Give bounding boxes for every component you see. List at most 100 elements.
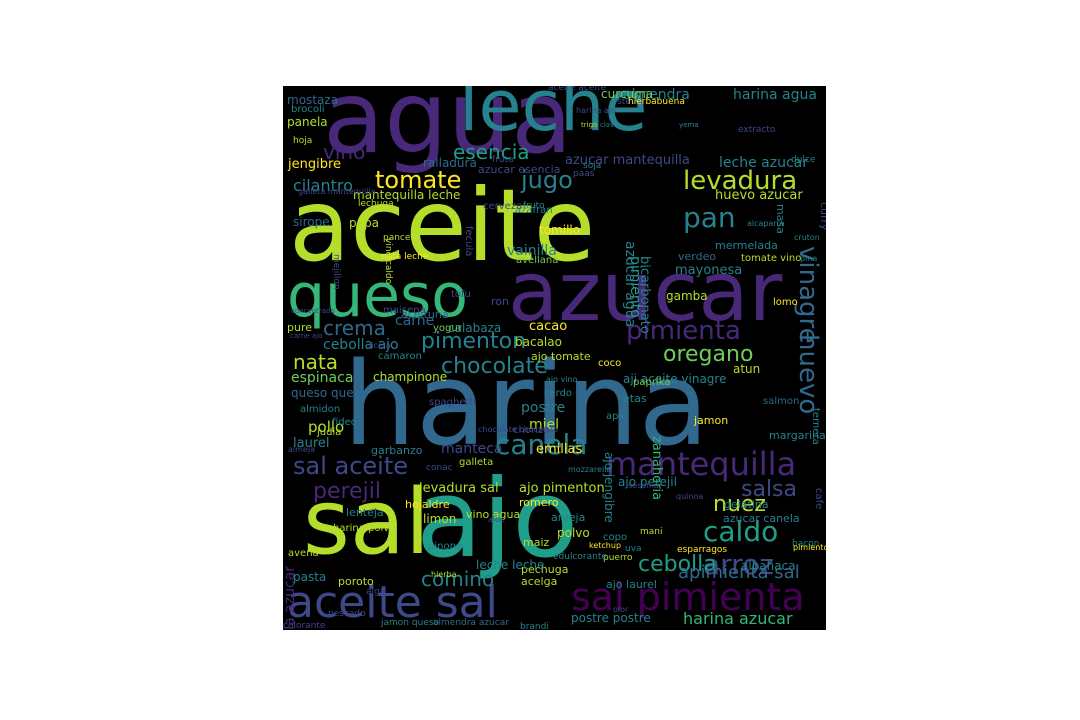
cloud-word: coco [598, 358, 622, 369]
cloud-word: brocoli [291, 104, 325, 115]
cloud-word: sal pimienta [571, 575, 805, 619]
cloud-word: caldo [703, 515, 779, 548]
cloud-word: dulce [791, 155, 816, 165]
cloud-word: postre postre [571, 611, 651, 625]
cloud-word: levadura sal [419, 481, 499, 496]
cloud-word: soja [583, 161, 602, 171]
cloud-word: vino agua [466, 508, 521, 521]
cloud-word: cebolla ajo [323, 337, 399, 353]
cloud-word: esparragos [677, 545, 728, 555]
cloud-word: ajo jengibre [602, 452, 616, 523]
cloud-word: curry [818, 202, 826, 231]
cloud-word: acelga [521, 575, 558, 588]
cloud-word: almidon [300, 404, 341, 415]
cloud-word: romero [519, 496, 559, 509]
cloud-word: perejil [313, 479, 381, 504]
cloud-word: cerdo [544, 388, 573, 399]
cloud-word: maicena [383, 305, 426, 316]
cloud-word: harina ajo [576, 106, 617, 115]
cloud-word: alcaparra [747, 219, 785, 228]
cloud-word: tofu [451, 289, 471, 300]
cloud-word: harina [343, 338, 709, 472]
cloud-word: espinaca [291, 370, 354, 386]
cloud-word: arroz [703, 548, 774, 581]
cloud-word: azafran [515, 205, 553, 216]
cloud-word: copo [603, 532, 628, 543]
cloud-word: vino caldo [383, 238, 393, 285]
word-cloud: aceite harina agua leche sal ajo azucar queso ac… [283, 86, 826, 630]
cloud-word: calabaza [448, 321, 502, 335]
cloud-word: ajo [416, 457, 579, 582]
cloud-word: camaron [378, 351, 422, 362]
cloud-word: sal aceite [293, 452, 409, 480]
cloud-word: mantequilla azucar [283, 566, 298, 630]
cloud-word: paas [573, 169, 595, 179]
cloud-word: margarina [769, 429, 826, 442]
cloud-word: bacalao [515, 335, 562, 349]
cloud-word: jamon queso [381, 618, 440, 628]
cloud-word: cruton [794, 233, 820, 242]
cloud-word: ajo tomate [531, 350, 591, 363]
cloud-word: lenteja [346, 506, 384, 519]
cloud-word: tomate vino [741, 253, 802, 264]
cloud-word: ajo perejil [618, 475, 677, 489]
cloud-word: mejillon [331, 254, 341, 290]
cloud-word: azucar canela [723, 512, 800, 525]
cloud-word: mozzarella [568, 465, 612, 474]
cloud-word: ketchup [589, 541, 622, 550]
cloud-word: gelatina [724, 498, 769, 511]
cloud-word: miel [529, 417, 560, 433]
cloud-word: oregano [663, 342, 754, 367]
cloud-word: lomo [773, 297, 798, 308]
cloud-word: conac [426, 463, 453, 473]
cloud-word: etas [623, 392, 647, 405]
cloud-word: garbanzo [371, 444, 423, 457]
cloud-word: tomate [375, 166, 462, 194]
cloud-word: azucar [508, 245, 783, 340]
cloud-word: aji aceite vinagre [623, 372, 727, 386]
cloud-word: nuez [713, 492, 766, 517]
cloud-word: mostaza [287, 93, 338, 107]
cloud-word: leche [459, 86, 648, 147]
cloud-word: puerro [603, 553, 633, 563]
cloud-word: gamba [666, 289, 708, 303]
cloud-word: aceituna [401, 308, 449, 321]
cloud-word: leche leche [476, 558, 545, 572]
cloud-word: chocolate [441, 354, 548, 379]
cloud-word: pan [683, 201, 736, 234]
cloud-word: azucar mantequilla [565, 153, 690, 168]
cloud-word: ricota [368, 341, 391, 350]
cloud-word: leche azucar [719, 155, 808, 171]
cloud-word: apimienta sal [678, 562, 800, 583]
cloud-word: fruta [492, 155, 514, 165]
cloud-word: fideo [332, 417, 357, 428]
cloud-word: pinone [428, 541, 463, 552]
cloud-word: harina polvo [333, 523, 396, 534]
cloud-word: esencia [453, 140, 530, 164]
cloud-word: maiz [523, 536, 550, 549]
cloud-word: pollo [308, 418, 345, 436]
cloud-word: trigo [581, 121, 598, 129]
cloud-word: paprika [633, 377, 671, 388]
cloud-word: arveja [551, 511, 586, 524]
cloud-word: olor [613, 605, 629, 614]
cloud-word: cerveza [483, 201, 523, 212]
cloud-word: mayonesa [675, 263, 743, 278]
cloud-word: aceite [289, 167, 596, 284]
cloud-word: agua [323, 86, 573, 176]
cloud-word: chorizo [513, 425, 550, 436]
cloud-word: fruto [523, 201, 545, 211]
cloud-word: bicarbonato [637, 256, 652, 334]
cloud-word: salsa [741, 477, 797, 502]
cloud-word: verdeo [678, 250, 717, 263]
cloud-word: poroto [338, 575, 374, 588]
cloud-word: azucar esencia [478, 163, 561, 176]
cloud-word: jengibre [288, 157, 342, 172]
cloud-word: pescado [328, 609, 366, 619]
cloud-word: judia [317, 427, 342, 438]
cloud-word: mermelada [715, 239, 778, 252]
cloud-word: ajo vino [546, 375, 578, 384]
cloud-word: ron [491, 295, 509, 308]
cloud-word: aceite aceite [548, 86, 606, 93]
cloud-word: manteca [441, 441, 503, 457]
